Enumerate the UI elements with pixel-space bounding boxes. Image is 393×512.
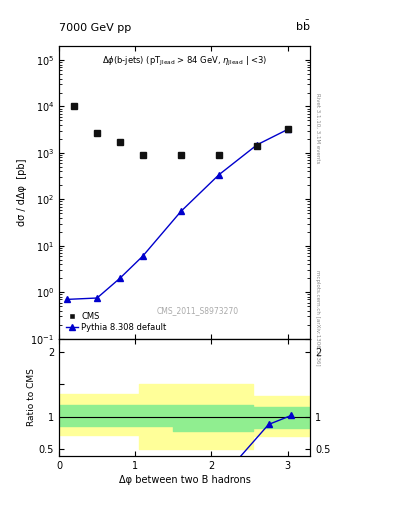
Y-axis label: Ratio to CMS: Ratio to CMS [27,368,36,426]
Text: mcplots.cern.ch [arXiv:1306.3436]: mcplots.cern.ch [arXiv:1306.3436] [315,270,320,365]
Y-axis label: dσ / dΔφ  [pb]: dσ / dΔφ [pb] [17,159,28,226]
Text: CMS_2011_S8973270: CMS_2011_S8973270 [156,306,238,315]
Text: 7000 GeV pp: 7000 GeV pp [59,23,131,33]
X-axis label: Δφ between two B hadrons: Δφ between two B hadrons [119,475,251,485]
Text: b$\bar{\mathregular{b}}$: b$\bar{\mathregular{b}}$ [295,19,310,33]
Legend: CMS, Pythia 8.308 default: CMS, Pythia 8.308 default [63,310,169,334]
Text: Rivet 3.1.10, 3.1M events: Rivet 3.1.10, 3.1M events [315,93,320,163]
Text: $\Delta\phi$(b-jets) (pT$_{\mathregular{Jlead}}$ > 84 GeV, $\eta_{\mathregular{J: $\Delta\phi$(b-jets) (pT$_{\mathregular{… [102,55,268,68]
